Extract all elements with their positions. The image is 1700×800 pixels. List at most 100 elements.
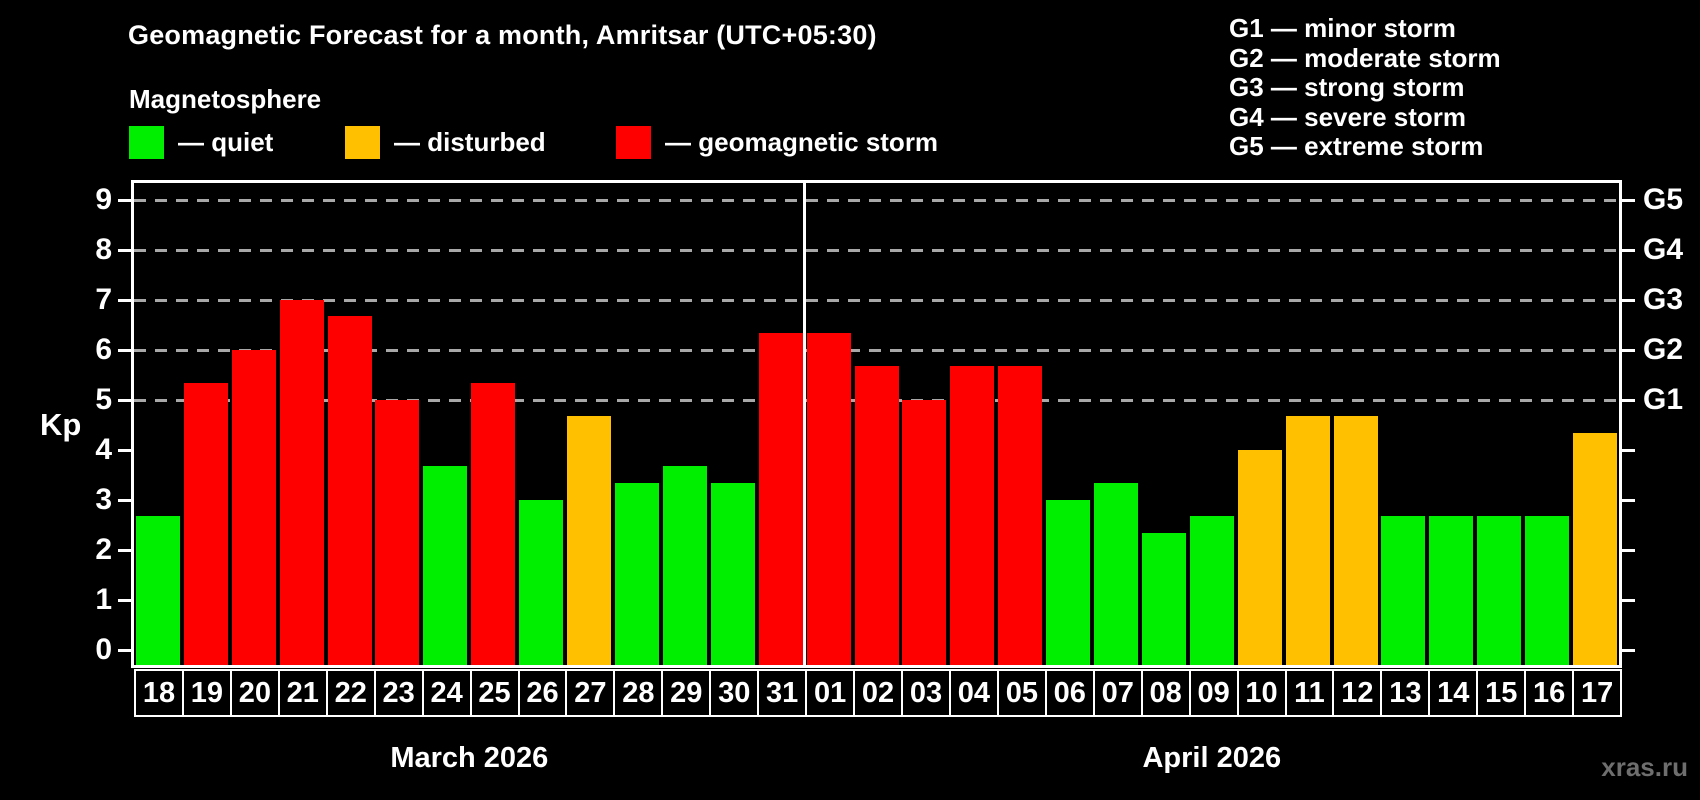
month-label-0: March 2026 xyxy=(390,742,549,774)
right-tick-9 xyxy=(1622,199,1635,202)
date-cell-25: 25 xyxy=(469,669,520,717)
date-cell-10: 10 xyxy=(1236,669,1287,717)
date-cell-13: 13 xyxy=(1380,669,1431,717)
legend-label-quiet: — quiet xyxy=(178,127,274,157)
y-tick-label-7: 7 xyxy=(95,283,112,316)
y-tick-2 xyxy=(118,549,131,552)
kp-bar-march-30 xyxy=(710,483,755,665)
kp-bar-april-07 xyxy=(1094,483,1139,665)
date-cell-05: 05 xyxy=(996,669,1047,717)
y-tick-3 xyxy=(118,499,131,502)
kp-bar-april-11 xyxy=(1285,416,1330,665)
right-tick-6 xyxy=(1622,349,1635,352)
y-tick-label-8: 8 xyxy=(95,233,112,266)
y-tick-label-0: 0 xyxy=(95,633,112,666)
gridline-kp9 xyxy=(134,199,1619,202)
y-tick-label-3: 3 xyxy=(95,483,112,516)
date-cell-24: 24 xyxy=(421,669,472,717)
kp-bar-april-06 xyxy=(1046,500,1091,665)
kp-bar-april-05 xyxy=(998,366,1043,665)
y-tick-6 xyxy=(118,349,131,352)
kp-bar-april-13 xyxy=(1381,516,1426,665)
watermark: xras.ru xyxy=(1601,752,1688,782)
g-level-label-g1: G1 xyxy=(1643,383,1684,416)
gridline-kp6 xyxy=(134,349,1619,352)
date-cell-07: 07 xyxy=(1092,669,1143,717)
y-tick-label-2: 2 xyxy=(95,533,112,566)
right-tick-2 xyxy=(1622,549,1635,552)
date-cell-19: 19 xyxy=(181,669,232,717)
y-tick-0 xyxy=(118,649,131,652)
kp-bar-march-28 xyxy=(614,483,659,665)
kp-bar-march-26 xyxy=(519,500,564,665)
g-legend-line-1: G1 — minor storm xyxy=(1229,13,1456,43)
g-level-label-g5: G5 xyxy=(1643,183,1684,216)
date-cell-09: 09 xyxy=(1188,669,1239,717)
g-legend-line-3: G3 — strong storm xyxy=(1229,72,1465,103)
date-cell-01: 01 xyxy=(805,669,856,717)
kp-bar-march-19 xyxy=(183,383,228,665)
g-scale-legend: G1 — minor storm G2 — moderate storm G3 — … xyxy=(1229,13,1501,162)
right-tick-7 xyxy=(1622,299,1635,302)
legend-item-quiet: — quiet xyxy=(129,126,273,159)
date-cell-03: 03 xyxy=(901,669,951,717)
plot-area xyxy=(131,180,1622,668)
chart-subtitle: Magnetosphere xyxy=(129,84,322,114)
date-cell-18: 18 xyxy=(134,669,184,717)
quiet-swatch-icon xyxy=(129,126,164,159)
y-tick-label-5: 5 xyxy=(95,383,112,416)
g-legend-line-4: G4 — severe storm xyxy=(1229,101,1467,132)
date-cell-29: 29 xyxy=(661,669,712,717)
date-cell-04: 04 xyxy=(948,669,999,717)
legend-item-storm: — geomagnetic storm xyxy=(616,126,938,159)
kp-bar-march-29 xyxy=(662,466,707,665)
kp-bar-april-09 xyxy=(1189,516,1234,665)
g-level-label-g3: G3 xyxy=(1643,283,1684,316)
date-cell-12: 12 xyxy=(1332,669,1383,717)
date-cell-11: 11 xyxy=(1284,669,1335,717)
storm-swatch-icon xyxy=(616,126,651,159)
date-cell-31: 31 xyxy=(757,669,808,717)
kp-bar-april-10 xyxy=(1237,450,1282,665)
right-tick-5 xyxy=(1622,399,1635,402)
kp-bar-april-14 xyxy=(1429,516,1474,665)
y-tick-5 xyxy=(118,399,131,402)
g-legend-line-5: G5 — extreme storm xyxy=(1229,131,1484,162)
date-cell-23: 23 xyxy=(373,669,424,717)
kp-bar-april-12 xyxy=(1333,416,1378,665)
date-cell-20: 20 xyxy=(229,669,280,717)
y-tick-7 xyxy=(118,299,131,302)
date-cell-02: 02 xyxy=(853,669,903,717)
y-tick-label-6: 6 xyxy=(95,333,112,366)
disturbed-swatch-icon xyxy=(345,126,380,159)
date-cell-26: 26 xyxy=(517,669,568,717)
g-legend-line-2: G2 — moderate storm xyxy=(1229,42,1501,73)
date-cell-21: 21 xyxy=(277,669,328,717)
date-cell-16: 16 xyxy=(1524,669,1575,717)
y-tick-4 xyxy=(118,449,131,452)
right-tick-0 xyxy=(1622,649,1635,652)
chart-title: Geomagnetic Forecast for a month, Amrits… xyxy=(128,20,877,50)
gridline-kp8 xyxy=(134,249,1619,252)
date-cell-30: 30 xyxy=(709,669,760,717)
y-tick-label-9: 9 xyxy=(95,183,112,216)
month-divider xyxy=(803,183,807,665)
kp-bar-april-17 xyxy=(1573,433,1618,665)
date-cell-17: 17 xyxy=(1572,669,1623,717)
right-tick-1 xyxy=(1622,599,1635,602)
kp-bar-march-25 xyxy=(471,383,516,665)
kp-bar-april-03 xyxy=(902,400,947,665)
right-tick-8 xyxy=(1622,249,1635,252)
date-cell-08: 08 xyxy=(1140,669,1191,717)
y-tick-label-1: 1 xyxy=(95,583,112,616)
kp-bar-april-16 xyxy=(1525,516,1570,665)
kp-bar-april-08 xyxy=(1141,533,1186,665)
kp-bar-april-01 xyxy=(806,333,851,665)
kp-bar-march-20 xyxy=(231,350,276,665)
g-level-label-g2: G2 xyxy=(1643,333,1684,366)
y-tick-1 xyxy=(118,599,131,602)
date-cell-14: 14 xyxy=(1428,669,1479,717)
date-cell-06: 06 xyxy=(1044,669,1095,717)
x-axis-date-row: 18 19 20 21 22 23 24 25 26 27 28 29 30 31 01 02 03 04 05 06… xyxy=(134,669,1623,717)
date-cell-27: 27 xyxy=(565,669,616,717)
